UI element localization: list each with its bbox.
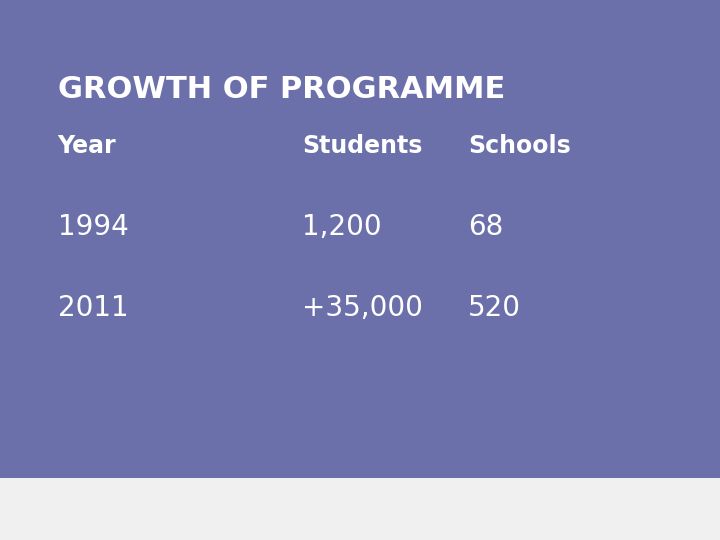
Text: 68: 68 bbox=[468, 213, 503, 241]
Text: Students: Students bbox=[302, 134, 423, 158]
Text: Schools: Schools bbox=[468, 134, 571, 158]
Text: GROWTH OF PROGRAMME: GROWTH OF PROGRAMME bbox=[58, 75, 505, 104]
Text: 520: 520 bbox=[468, 294, 521, 322]
Text: 1994: 1994 bbox=[58, 213, 128, 241]
Text: 2011: 2011 bbox=[58, 294, 128, 322]
FancyBboxPatch shape bbox=[0, 478, 720, 540]
Text: 1,200: 1,200 bbox=[302, 213, 382, 241]
Text: Year: Year bbox=[58, 134, 116, 158]
Text: +35,000: +35,000 bbox=[302, 294, 423, 322]
